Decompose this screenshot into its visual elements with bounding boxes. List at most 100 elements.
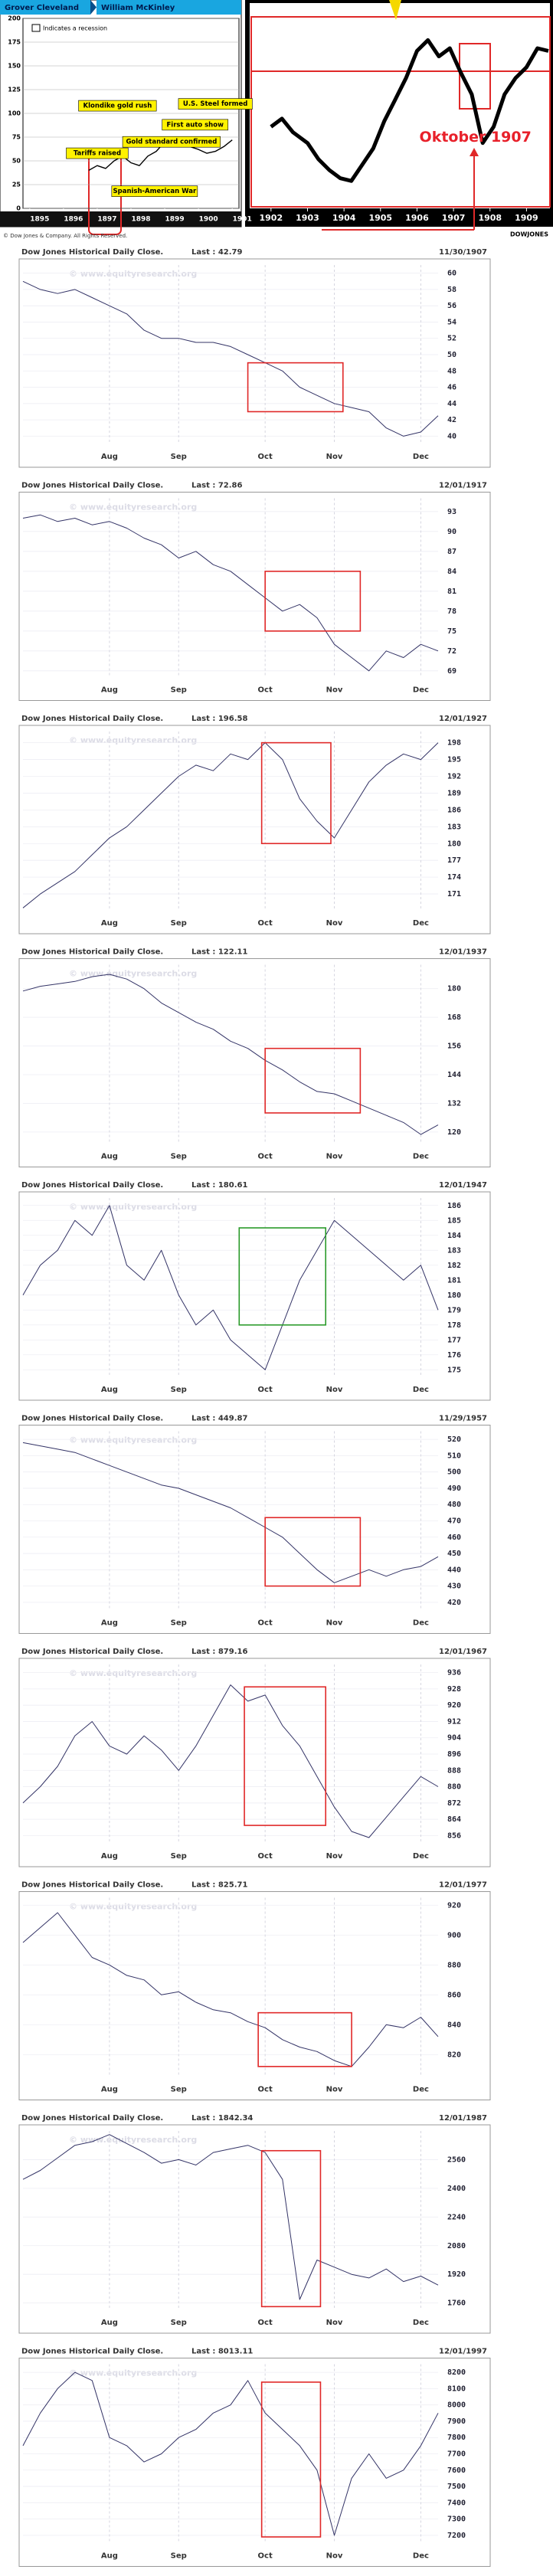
annotation: Klondike gold rush <box>83 103 152 110</box>
y-tick-label: 69 <box>447 667 456 676</box>
watermark: © www.equityresearch.org <box>69 2368 197 2378</box>
chart-frame <box>18 958 491 1167</box>
chart-frame <box>18 1191 491 1401</box>
highlight-box <box>260 741 332 845</box>
date: 12/01/1997 <box>439 2348 487 2356</box>
chart-title: Dow Jones Historical Daily Close. <box>21 248 163 257</box>
y-tick-label: 8200 <box>447 2368 466 2377</box>
y-tick-label: 480 <box>447 1501 461 1509</box>
y-tick-label: 920 <box>447 1901 461 1910</box>
y-tick-label: 7400 <box>447 2499 466 2507</box>
y-tick-label: 183 <box>447 823 461 831</box>
y-tick-label: 896 <box>447 1750 461 1759</box>
last-value: Last : 180.61 <box>191 1181 247 1190</box>
y-tick-label: 171 <box>447 890 461 898</box>
annotation-box <box>162 119 229 131</box>
date: 12/01/1927 <box>439 715 487 723</box>
y-tick-label: 450 <box>447 1550 461 1558</box>
last-value: Last : 449.87 <box>191 1415 247 1423</box>
legend-label: Indicates a recession <box>43 25 107 32</box>
y-tick-label: 182 <box>447 1262 461 1270</box>
y-tick-label: 520 <box>447 1435 461 1444</box>
date: 12/01/1987 <box>439 2114 487 2123</box>
date: 11/30/1907 <box>439 248 487 257</box>
price-line <box>22 2371 439 2536</box>
y-tick-label: 156 <box>447 1043 461 1051</box>
y-tick-label: 181 <box>447 1276 461 1285</box>
y-tick-label: 920 <box>447 1701 461 1710</box>
x-tick-label: Nov <box>326 2319 343 2327</box>
y-tick-label: 144 <box>447 1071 461 1079</box>
president-band <box>0 0 90 15</box>
chart-frame <box>18 1425 491 1634</box>
y-tick-label: 470 <box>447 1517 461 1526</box>
chart-title: Dow Jones Historical Daily Close. <box>21 715 163 723</box>
y-tick-label: 44 <box>447 400 456 408</box>
price-line <box>22 1912 439 2067</box>
y-tick-label: 183 <box>447 1246 461 1255</box>
annotation: Spanish-American War <box>113 188 197 195</box>
y-tick-label: 78 <box>447 607 456 616</box>
price-line <box>22 742 439 908</box>
y-tick-label: 168 <box>447 1013 461 1022</box>
y-tick-label: 132 <box>447 1099 461 1108</box>
y-tick-label: 72 <box>447 647 456 656</box>
y-tick-label: 40 <box>447 432 456 440</box>
watermark: © www.equityresearch.org <box>69 1202 197 1212</box>
y-tick-label: 7200 <box>447 2532 466 2540</box>
y-tick-label: 880 <box>447 1783 461 1792</box>
watermark: © www.equityresearch.org <box>69 969 197 979</box>
chart-frame <box>18 1891 491 2100</box>
x-tick-label: Aug <box>101 1386 118 1394</box>
annotation: First auto show <box>166 121 224 129</box>
highlight-box <box>264 1047 362 1114</box>
x-tick-label: 1896 <box>64 216 83 224</box>
price-line <box>22 280 439 437</box>
y-tick-label: 7300 <box>447 2515 466 2524</box>
date: 11/29/1957 <box>439 1415 487 1423</box>
y-tick-label: 7500 <box>447 2483 466 2491</box>
y-tick-label: 460 <box>447 1533 461 1542</box>
y-tick-label: 25 <box>12 182 21 188</box>
y-tick-label: 8000 <box>447 2401 466 2410</box>
y-tick-label: 440 <box>447 1566 461 1574</box>
x-tick-label: Aug <box>101 919 118 928</box>
chart-title: Dow Jones Historical Daily Close. <box>21 1881 163 1890</box>
x-tick-label: Oct <box>258 2552 273 2561</box>
legend-swatch <box>31 24 41 32</box>
annotation-box <box>66 147 129 159</box>
x-tick-label: Oct <box>258 2319 273 2327</box>
x-tick-label: Nov <box>326 1852 343 1861</box>
x-tick-label: Dec <box>413 1153 429 1161</box>
x-tick-label: Aug <box>101 686 118 695</box>
x-tick-label: Dec <box>413 1619 429 1628</box>
president-band <box>97 0 241 15</box>
chart-title: Dow Jones Historical Daily Close. <box>21 482 163 490</box>
y-tick-label: 175 <box>8 39 21 46</box>
x-tick-label: Dec <box>413 919 429 928</box>
y-tick-label: 177 <box>447 856 461 865</box>
y-tick-label: 87 <box>447 548 456 556</box>
watermark: © www.equityresearch.org <box>69 269 197 279</box>
y-tick-label: 0 <box>16 205 21 212</box>
chart-title: Dow Jones Historical Daily Close. <box>21 2114 163 2123</box>
y-tick-label: 192 <box>447 773 461 781</box>
price-line <box>22 1442 439 1583</box>
y-tick-label: 872 <box>447 1799 461 1808</box>
president-name: William McKinley <box>101 4 175 12</box>
price-line <box>22 1205 439 1370</box>
logo: DOWJONES <box>510 231 548 238</box>
last-value: Last : 196.58 <box>191 715 247 723</box>
date: 12/01/1937 <box>439 948 487 957</box>
y-tick-label: 150 <box>8 63 21 70</box>
y-tick-label: 50 <box>447 351 456 359</box>
y-tick-label: 179 <box>447 1306 461 1314</box>
x-tick-label: Aug <box>101 2552 118 2561</box>
y-tick-label: 189 <box>447 789 461 797</box>
x-tick-label: Nov <box>326 2086 343 2094</box>
chart-frame <box>18 2124 491 2334</box>
y-tick-label: 178 <box>447 1321 461 1330</box>
x-tick-label: Aug <box>101 1153 118 1161</box>
